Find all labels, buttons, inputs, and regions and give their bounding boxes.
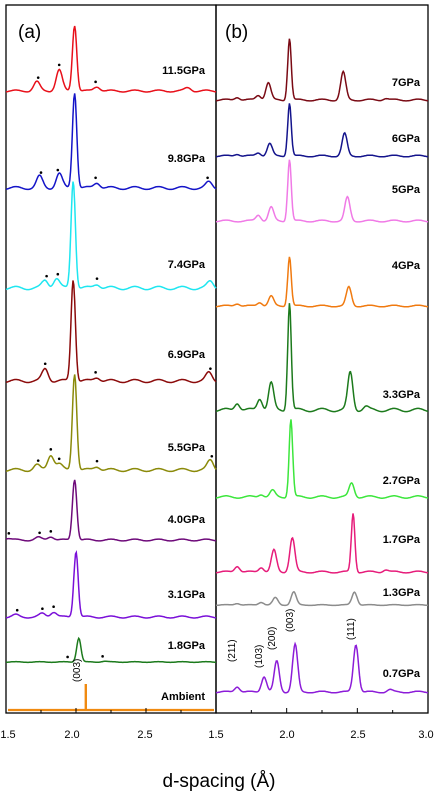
trace-label-a-6-9gpa: 6.9GPa — [168, 349, 206, 361]
star-marker-5-5gpa-3 — [95, 459, 99, 463]
trace-label-a-1-8gpa: 1.8GPa — [168, 640, 206, 652]
star-marker-3-1gpa-2 — [52, 605, 55, 609]
star-marker-6-9gpa-0 — [43, 362, 47, 366]
trace-label-a-5-5gpa: 5.5GPa — [168, 442, 206, 454]
trace-label-b-1-3gpa: 1.3GPa — [383, 587, 421, 599]
tick-label-a-2: 2.0 — [64, 729, 79, 741]
star-marker-7-4gpa-1 — [56, 272, 60, 276]
trace-line-b-1-7gpa — [215, 513, 429, 574]
star-marker-4-0gpa-2 — [49, 530, 53, 533]
trace-label-a-ambient: Ambient — [161, 691, 205, 703]
star-marker-9-8gpa-2 — [94, 176, 97, 180]
panel-b-letter: (b) — [225, 22, 248, 43]
tick-label-b-2: 2.5 — [350, 729, 365, 741]
trace-label-b-6gpa: 6GPa — [392, 133, 421, 145]
trace-line-b-3-3gpa — [215, 303, 429, 413]
trace-label-a-9-8gpa: 9.8GPa — [168, 153, 206, 165]
star-marker-5-5gpa-2 — [57, 457, 61, 461]
panel-a-letter: (a) — [18, 22, 41, 43]
star-marker-6-9gpa-2 — [209, 367, 212, 370]
trace-line-a-9-8gpa — [5, 93, 217, 191]
star-marker-7-4gpa-2 — [95, 277, 99, 280]
trace-line-a-6-9gpa — [5, 280, 217, 384]
star-marker-3-1gpa-1 — [41, 607, 44, 610]
trace-line-b-4gpa — [215, 256, 429, 308]
trace-line-b-5gpa — [215, 159, 429, 223]
star-marker-9-8gpa-1 — [56, 168, 60, 172]
star-marker-11-5gpa-2 — [94, 80, 97, 84]
trace-line-a-1-8gpa — [6, 636, 216, 664]
tick-label-a-4: 1.5 — [208, 729, 223, 741]
trace-label-b-3-3gpa: 3.3GPa — [383, 389, 421, 401]
star-marker-5-5gpa-4 — [210, 454, 214, 458]
trace-label-b-0-7gpa: 0.7GPa — [383, 668, 421, 680]
trace-label-b-2-7gpa: 2.7GPa — [383, 475, 421, 487]
star-marker-4-0gpa-1 — [38, 531, 41, 535]
trace-label-a-7-4gpa: 7.4GPa — [168, 259, 206, 271]
tick-label-b-1: 2.0 — [279, 729, 294, 741]
trace-line-b-2-7gpa — [215, 419, 429, 499]
trace-line-b-1-3gpa — [215, 591, 429, 607]
annotation-003-ambient: (003) — [72, 659, 83, 682]
star-marker-7-4gpa-0 — [45, 274, 48, 278]
tick-label-b-3: 3.0 — [418, 729, 433, 741]
trace-line-a-11-5gpa — [5, 25, 217, 93]
miller-index-111: (111) — [346, 618, 357, 640]
panel-b: 7GPa 6GPa 5GPa 4GPa 3.3GPa 2.7GPa 1.7GPa 1.3GPa… — [215, 38, 429, 694]
tick-label-a-1: 1.5 — [0, 729, 15, 741]
star-marker-9-8gpa-3 — [206, 176, 209, 180]
star-marker-4-0gpa-0 — [7, 532, 11, 535]
star-marker-3-1gpa-0 — [15, 608, 19, 612]
star-marker-1-8gpa-1 — [101, 655, 104, 658]
panel-a: 11.5GPa 9.8GPa 7.4GPa 6.9GPa 5.5GPa 4.0GPa 3.1… — [5, 25, 217, 712]
trace-line-a-3-1gpa — [5, 550, 217, 619]
trace-line-b-7gpa — [215, 38, 429, 102]
miller-index-200: (200) — [267, 627, 278, 650]
trace-label-b-1-7gpa: 1.7GPa — [383, 534, 421, 546]
trace-label-b-5gpa: 5GPa — [392, 184, 421, 196]
star-marker-1-8gpa-0 — [66, 655, 69, 659]
trace-label-a-4-0gpa: 4.0GPa — [168, 514, 206, 526]
trace-line-a-7-4gpa — [5, 181, 217, 291]
trace-line-a-5-5gpa — [5, 374, 217, 473]
trace-label-a-11-5gpa: 11.5GPa — [162, 65, 206, 77]
miller-index-103: (103) — [254, 645, 265, 668]
star-marker-5-5gpa-0 — [36, 459, 40, 462]
star-marker-9-8gpa-0 — [39, 171, 43, 174]
star-marker-5-5gpa-1 — [49, 448, 53, 451]
trace-label-b-7gpa: 7GPa — [392, 77, 421, 89]
trace-label-b-4gpa: 4GPa — [392, 260, 421, 272]
miller-index-211: (211) — [227, 639, 238, 662]
trace-line-b-6gpa — [215, 103, 429, 158]
star-marker-11-5gpa-1 — [57, 63, 61, 67]
star-marker-11-5gpa-0 — [36, 76, 40, 79]
star-marker-6-9gpa-1 — [94, 371, 97, 374]
trace-label-a-3-1gpa: 3.1GPa — [168, 589, 206, 601]
tick-label-a-3: 2.5 — [137, 729, 152, 741]
trace-line-a-4-0gpa — [5, 479, 217, 542]
trace-line-b-0-7gpa — [215, 641, 429, 694]
x-axis-title: d-spacing (Å) — [163, 771, 276, 792]
miller-index-003: (003) — [285, 609, 296, 632]
